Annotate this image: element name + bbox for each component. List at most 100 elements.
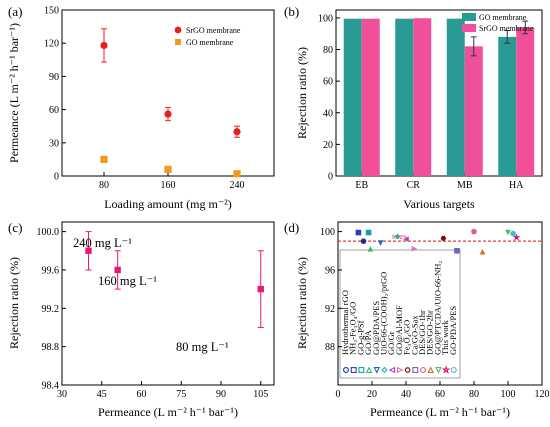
c-ytick-label-100.0: 100.0 [37, 227, 60, 238]
d-legend-label-6: GO/Gr [386, 331, 396, 355]
d-xtick-label-80: 80 [469, 389, 479, 400]
annotation-80: 80 mg L⁻¹ [176, 340, 229, 354]
panel-d-xlabel: Permeance (L m⁻² h⁻¹ bar⁻¹) [370, 405, 510, 419]
d-point-4 [377, 240, 384, 246]
a-point-0-0 [100, 41, 108, 50]
b-ytick-label-60: 60 [323, 77, 333, 88]
c-xtick-label-30: 30 [57, 389, 67, 400]
d-legend-label-5: UiO-66-(COOH)₂/prGO [379, 272, 389, 355]
d-point-12 [505, 229, 511, 236]
legend-a-go-label: GO membrane [186, 38, 234, 47]
b-xtick-label-HA: HA [509, 180, 524, 191]
c-ytick-label-99.2: 99.2 [42, 304, 60, 315]
panel-a: (a) 0 30 60 90 120 150 80 160 240 Loading amount… [7, 4, 275, 211]
b-ytick-label-20: 20 [323, 140, 333, 151]
panel-b: (b) 0 20 40 60 80 100 EB CR MB HA Various targets… [284, 4, 543, 211]
d-point-9 [454, 247, 460, 254]
b-bar-0-2 [446, 18, 465, 177]
d-legend-label-10: DES/GO-1hr [417, 310, 427, 355]
panel-b-legend: GO membrane SrGO membrane [462, 13, 534, 33]
a-xtick-label-160: 160 [161, 180, 176, 191]
d-legend-marker-11 [427, 366, 434, 373]
d-ytick-label-100: 100 [320, 227, 335, 238]
d-point-1 [355, 229, 362, 236]
d-xtick-label-120: 120 [535, 389, 550, 400]
d-point-5 [394, 233, 401, 240]
panel-d-legend-box [339, 249, 461, 379]
b-ytick-label-100: 100 [318, 13, 333, 24]
b-bar-1-3 [516, 27, 535, 177]
a-point-1-0 [100, 155, 108, 163]
b-xtick-label-EB: EB [355, 180, 368, 191]
d-legend-marker-6 [388, 366, 396, 374]
a-ytick-label-0: 0 [54, 172, 59, 183]
d-xtick-label-40: 40 [401, 389, 411, 400]
d-xtick-label-20: 20 [367, 389, 377, 400]
a-ytick-label-30: 30 [49, 138, 59, 149]
annotation-160: 160 mg L⁻¹ [98, 274, 157, 288]
d-legend-label-0: Hydrothermal rGO [340, 290, 350, 355]
annotation-240: 240 mg L⁻¹ [73, 236, 132, 250]
d-legend-label-4: GO@PDA/PES [371, 301, 381, 355]
c-ytick-label-98.8: 98.8 [42, 342, 60, 353]
c-xtick-label-105: 105 [253, 389, 268, 400]
legend-b-go-swatch [462, 13, 476, 21]
panel-d: (d) 88 92 96 100 0 20 40 60 80 100 120 99.0% Hydrot… [284, 220, 550, 419]
legend-b-srgo-swatch [462, 24, 476, 32]
a-ytick-label-120: 120 [44, 39, 59, 50]
d-legend-marker-1 [350, 367, 357, 373]
d-legend-marker-7 [396, 366, 404, 374]
d-legend-marker-8 [404, 367, 411, 373]
legend-a-srgo-marker [174, 26, 182, 34]
c-xtick-label-45: 45 [97, 389, 107, 400]
c-ytick-label-99.6: 99.6 [42, 265, 60, 276]
d-point-0 [360, 238, 367, 244]
d-legend-marker-0 [343, 367, 349, 373]
a-ytick-label-90: 90 [49, 72, 59, 83]
legend-a-go-marker [175, 39, 181, 45]
c-xtick-label-75: 75 [176, 389, 186, 400]
d-legend-marker-9 [412, 367, 419, 373]
d-point-3 [367, 246, 374, 252]
legend-b-go-label: GO membrane [479, 13, 527, 22]
b-bar-1-0 [361, 18, 380, 177]
d-legend-label-8: Fe₃O₄/GO [402, 320, 412, 355]
d-legend-marker-14 [450, 367, 457, 373]
d-legend-label-9: Ca/GO-Sax [409, 315, 419, 355]
panel-a-label: (a) [8, 4, 22, 19]
panel-d-ylabel: Rejection ratio (%) [295, 257, 309, 349]
d-xtick-label-100: 100 [501, 389, 516, 400]
panel-c-label: (c) [8, 220, 22, 235]
panel-b-xlabel: Various targets [403, 197, 475, 211]
b-bar-0-3 [498, 36, 517, 176]
d-legend-marker-2 [358, 367, 365, 373]
b-bar-0-1 [395, 18, 414, 177]
b-bar-0-0 [343, 18, 362, 177]
legend-a-srgo-label: SrGO membrane [186, 26, 241, 35]
a-ytick-label-150: 150 [44, 6, 59, 17]
a-point-0-1 [164, 110, 172, 118]
panel-a-xlabel: Loading amount (mg m⁻²) [104, 197, 232, 211]
a-xtick-label-240: 240 [230, 180, 245, 191]
b-ytick-label-80: 80 [323, 45, 333, 56]
legend-b-srgo-label: SrGO membrane [479, 24, 534, 33]
panel-b-ylabel: Rejection ratio (%) [295, 47, 309, 139]
d-reference-label: 99.0% [392, 235, 408, 241]
d-point-6 [403, 236, 409, 243]
d-legend-label-7: GO@Al-MOF [394, 305, 404, 355]
d-legend-marker-13 [441, 365, 451, 374]
panel-c-frame [61, 221, 275, 386]
a-point-1-2 [233, 170, 241, 178]
d-point-13 [512, 233, 521, 241]
panel-c-ylabel: Rejection ratio (%) [7, 257, 21, 349]
panel-c: (c) 98.4 98.8 99.2 99.6 100.0 30 45 60 75 90 105 2… [7, 220, 275, 419]
b-xtick-label-CR: CR [407, 180, 421, 191]
b-bar-1-2 [464, 46, 483, 176]
b-xtick-label-MB: MB [457, 180, 473, 191]
d-legend-label-2: GO-g-PSf [355, 320, 365, 355]
d-legend-label-11: DES/GO-2hr [425, 310, 435, 355]
c-point-0 [85, 247, 92, 254]
d-point-7 [411, 246, 418, 252]
c-point-1 [114, 266, 121, 274]
